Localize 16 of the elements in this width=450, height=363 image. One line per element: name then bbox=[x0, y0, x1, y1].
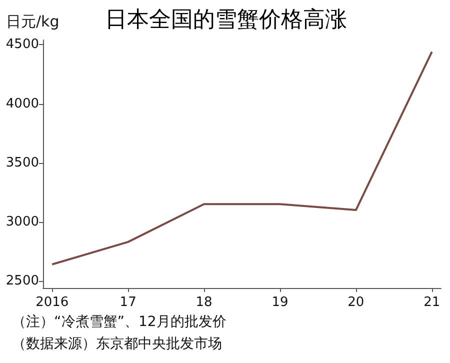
y-tick-label: 3000 bbox=[6, 214, 39, 230]
text: （注）“冷煮雪蟹”、12月的批发价 bbox=[12, 314, 226, 330]
x-tick-label: 18 bbox=[196, 295, 212, 310]
chart-title: 日本全国的雪蟹价格高涨 bbox=[105, 8, 347, 32]
x-tick-label: 20 bbox=[348, 295, 364, 310]
x-tick-label: 17 bbox=[120, 295, 136, 310]
y-tick-label: 2500 bbox=[6, 273, 39, 288]
y-tick-label: 3500 bbox=[6, 155, 39, 170]
text: （数据来源）东京都中央批发市场 bbox=[12, 336, 222, 352]
y-tick-label: 4000 bbox=[6, 96, 39, 112]
y-axis-title: 日元/kg bbox=[6, 12, 60, 30]
x-tick-label: 19 bbox=[272, 295, 288, 310]
x-tick-label: 21 bbox=[424, 295, 440, 310]
y-tick-label: 4500 bbox=[6, 37, 39, 52]
x-tick-label: 2016 bbox=[36, 295, 69, 310]
line-series bbox=[51, 50, 433, 266]
